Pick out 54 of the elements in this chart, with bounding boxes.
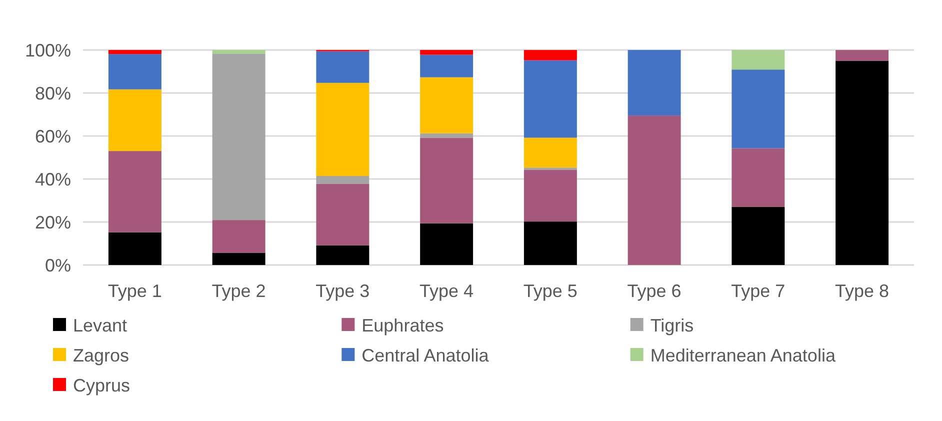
x-tick-label: Type 4 — [420, 281, 474, 301]
bar — [836, 60, 889, 265]
y-tick-label: 60% — [34, 126, 71, 146]
legend-label: Euphrates — [362, 315, 444, 336]
bar — [628, 116, 681, 265]
bar — [732, 148, 785, 207]
bar — [316, 82, 370, 176]
bar — [316, 245, 370, 265]
bar — [316, 51, 370, 83]
bar — [524, 60, 577, 138]
bar — [420, 54, 474, 78]
bar — [420, 50, 474, 55]
bar — [108, 151, 162, 232]
bar — [212, 220, 266, 253]
bar — [732, 50, 785, 70]
legend-label: Levant — [73, 315, 128, 336]
bar — [212, 50, 266, 54]
bar — [524, 50, 577, 60]
bar — [628, 50, 681, 116]
y-tick-label: 40% — [34, 169, 71, 190]
bar — [108, 50, 162, 54]
bar — [108, 54, 162, 90]
x-tick-label: Type 3 — [316, 281, 370, 301]
legend-label: Cyprus — [73, 375, 130, 396]
bar — [420, 138, 474, 224]
legend-label: Mediterranean Anatolia — [650, 345, 836, 366]
y-tick-label: 100% — [24, 40, 71, 60]
x-tick-label: Type 7 — [731, 281, 786, 301]
bar — [732, 206, 785, 265]
bar — [524, 222, 577, 265]
y-tick-label: 20% — [34, 212, 71, 232]
bar — [524, 138, 577, 168]
bar — [108, 232, 162, 265]
x-tick-label: Type 6 — [627, 281, 682, 301]
y-tick-label: 0% — [44, 255, 71, 276]
x-tick-label: Type 2 — [212, 281, 266, 301]
bar — [420, 77, 474, 134]
y-tick-label: 80% — [34, 83, 71, 104]
x-tick-label: Type 5 — [523, 281, 578, 301]
bar — [108, 89, 162, 152]
bar — [316, 184, 370, 246]
x-tick-label: Type 8 — [835, 281, 890, 301]
legend-label: Tigris — [650, 315, 694, 336]
bar — [212, 252, 266, 265]
bar — [524, 170, 577, 222]
x-tick-label: Type 1 — [108, 281, 162, 301]
legend-label: Central Anatolia — [362, 345, 490, 366]
bar — [836, 50, 889, 61]
bar — [732, 70, 785, 148]
bar — [212, 54, 266, 220]
legend-label: Zagros — [73, 345, 130, 366]
bar — [420, 223, 474, 265]
bar — [420, 133, 474, 138]
bar — [316, 176, 370, 184]
